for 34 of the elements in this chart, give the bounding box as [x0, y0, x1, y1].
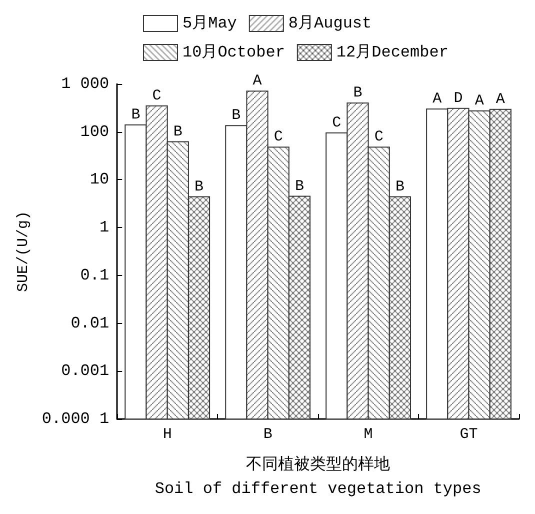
data-label: D — [454, 90, 463, 107]
y-tick-label: 1 000 — [61, 75, 110, 93]
legend-label: 5月May — [182, 14, 238, 32]
data-label: C — [274, 128, 283, 146]
data-label: B — [232, 107, 241, 124]
data-label: B — [294, 178, 304, 195]
legend-label: 10月October — [182, 44, 285, 62]
data-label: A — [474, 92, 484, 110]
x-tick-label: GT — [460, 426, 478, 443]
x-tick-label: B — [263, 426, 272, 443]
data-label: A — [496, 90, 505, 108]
y-tick-label: 0.01 — [70, 314, 110, 332]
data-label: C — [374, 128, 384, 146]
y-tick-label: 100 — [80, 122, 110, 141]
y-tick-label: 0.1 — [80, 266, 110, 284]
y-axis-title: SUE/(U/g) — [15, 210, 32, 292]
x-tick-label: H — [162, 426, 172, 443]
legend-label: 8月August — [288, 14, 372, 32]
data-label: B — [353, 84, 362, 102]
legend-label: 12月December — [336, 44, 448, 62]
y-tick-label: 10 — [90, 170, 110, 189]
x-axis-title: 不同植被类型的样地 Soil of different vegetation types — [154, 455, 482, 498]
data-label: A — [432, 90, 442, 108]
data-label: C — [332, 114, 342, 132]
x-tick-label: M — [364, 426, 373, 443]
y-tick-label: 0.001 — [61, 362, 110, 380]
data-label: B — [173, 123, 182, 140]
data-label: B — [194, 178, 204, 196]
y-tick-label: 1 — [100, 218, 110, 237]
data-label: B — [395, 178, 404, 196]
data-label: C — [152, 87, 162, 104]
y-tick-label: 0.000 1 — [42, 410, 110, 428]
data-label: A — [252, 72, 262, 90]
data-label: B — [131, 106, 140, 124]
